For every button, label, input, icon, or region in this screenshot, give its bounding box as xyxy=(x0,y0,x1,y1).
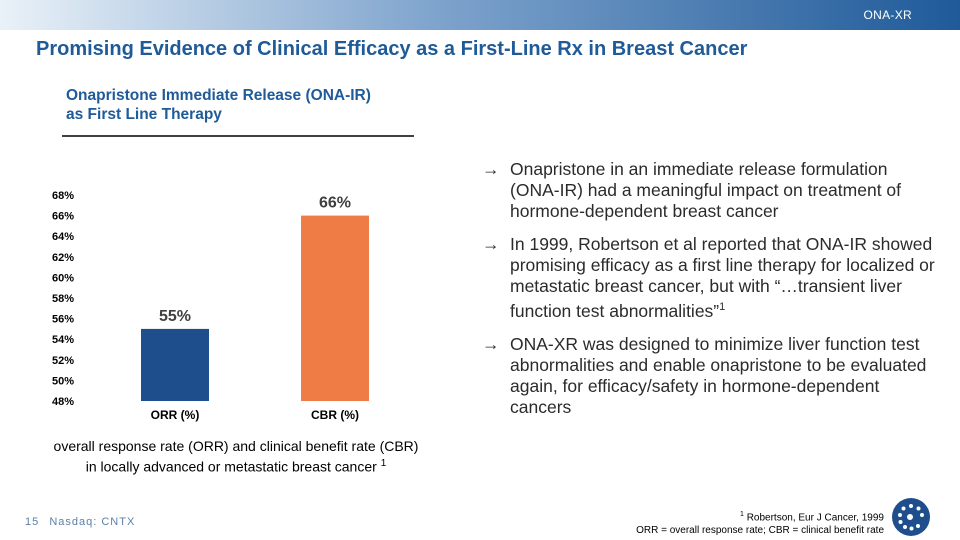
y-tick-label: 60% xyxy=(52,272,74,284)
chart-subtitle-line1: Onapristone Immediate Release (ONA-IR) xyxy=(66,87,371,104)
y-tick-label: 58% xyxy=(52,293,74,305)
chart-subtitle: Onapristone Immediate Release (ONA-IR) a… xyxy=(66,86,371,124)
chart-caption: overall response rate (ORR) and clinical… xyxy=(40,437,432,476)
bar-chart: 48% 50% 52% 54% 56% 58% 60% 62% 64% 66% 68% 55% ORR … xyxy=(52,190,369,422)
page-number: 15 xyxy=(25,516,40,528)
data-label: 55% xyxy=(159,308,191,325)
chart-caption-line1: overall response rate (ORR) and clinical… xyxy=(53,438,419,454)
y-tick-label: 64% xyxy=(52,231,74,243)
y-tick-label: 54% xyxy=(52,334,74,346)
footnote-citation: Robertson, Eur J Cancer, 1999 xyxy=(746,512,884,524)
bullet-text: Onapristone in an immediate release form… xyxy=(510,159,902,221)
y-tick-label: 48% xyxy=(52,396,74,408)
bullet-text: ONA-XR was designed to minimize liver fu… xyxy=(510,333,927,417)
y-tick-label: 56% xyxy=(52,314,74,326)
chart-caption-ref: 1 xyxy=(380,458,387,469)
footnote: 1 Robertson, Eur J Cancer, 1999 ORR = ov… xyxy=(636,508,884,537)
page-footer: 15 Nasdaq: CNTX xyxy=(25,516,135,528)
right-arrow-icon: → xyxy=(482,234,500,254)
bullet-list: → Onapristone in an immediate release fo… xyxy=(478,159,938,430)
top-banner: ONA-XR xyxy=(0,0,960,30)
chart-caption-line2: in locally advanced or metastatic breast… xyxy=(85,458,377,475)
x-tick-label: ORR (%) xyxy=(151,408,200,422)
chart-subtitle-line2: as First Line Therapy xyxy=(66,106,222,123)
slide-title: Promising Evidence of Clinical Efficacy … xyxy=(36,38,748,60)
divider xyxy=(62,135,414,137)
bullet-item: → In 1999, Robertson et al reported that… xyxy=(478,234,938,322)
bullet-item: → ONA-XR was designed to minimize liver … xyxy=(478,334,938,418)
bullet-ref: 1 xyxy=(719,301,726,313)
x-tick-label: CBR (%) xyxy=(311,408,359,422)
data-label: 66% xyxy=(319,195,351,212)
y-tick-label: 52% xyxy=(52,355,74,367)
y-tick-label: 66% xyxy=(52,211,74,223)
footnote-ref: 1 xyxy=(740,511,744,518)
y-tick-label: 50% xyxy=(52,375,74,387)
bullet-text: In 1999, Robertson et al reported that O… xyxy=(510,234,935,321)
product-tag: ONA-XR xyxy=(863,8,912,22)
right-arrow-icon: → xyxy=(482,333,500,354)
footnote-abbreviations: ORR = overall response rate; CBR = clini… xyxy=(636,525,884,537)
bar xyxy=(141,328,209,401)
y-tick-label: 62% xyxy=(52,252,74,264)
right-arrow-icon: → xyxy=(482,159,500,179)
company-logo xyxy=(892,498,930,536)
bullet-item: → Onapristone in an immediate release fo… xyxy=(478,159,938,222)
ticker: Nasdaq: CNTX xyxy=(49,516,136,528)
bar xyxy=(301,215,369,401)
y-tick-label: 68% xyxy=(52,190,74,202)
